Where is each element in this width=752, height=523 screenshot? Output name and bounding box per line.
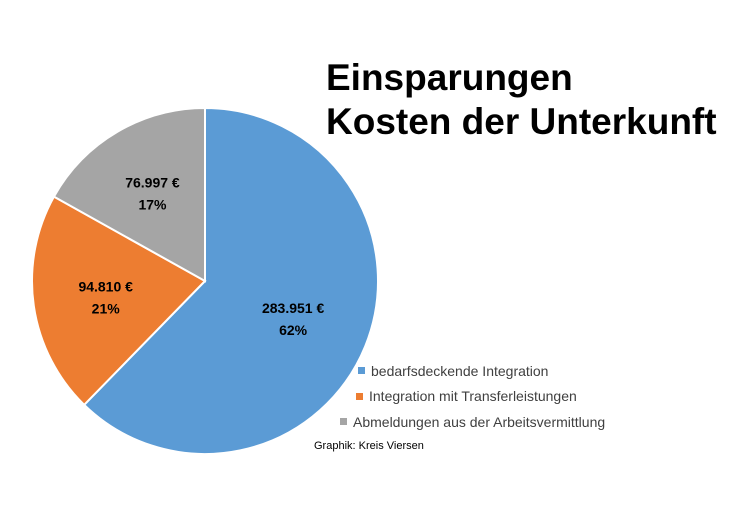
legend-item-0: bedarfsdeckende Integration <box>358 358 605 384</box>
pie-slice-1 <box>31 195 207 407</box>
chart-title: Einsparungen Kosten der Unterkunft <box>326 56 717 144</box>
pie-slice-0 <box>82 106 379 455</box>
legend-swatch-0 <box>358 367 365 375</box>
chart-title-line2: Kosten der Unterkunft <box>326 101 717 142</box>
slice-value-label-0: 283.951 € <box>262 300 324 316</box>
legend-item-2: Abmeldungen aus der Arbeitsvermittlung <box>340 409 605 435</box>
chart-title-line1: Einsparungen <box>326 57 573 98</box>
slice-percent-label-2: 17% <box>138 196 167 212</box>
legend: bedarfsdeckende Integration Integration … <box>340 358 605 435</box>
pie-labels: 283.951 € 62% 94.810 € 21% 76.997 € 17% <box>78 174 324 337</box>
legend-swatch-2 <box>340 418 347 426</box>
pie-slice-2 <box>52 106 206 283</box>
pie-slices <box>31 106 379 455</box>
legend-label-2: Abmeldungen aus der Arbeitsvermittlung <box>353 413 606 430</box>
legend-swatch-1 <box>356 392 363 400</box>
graphic-credit: Graphik: Kreis Viersen <box>314 440 424 452</box>
slice-percent-label-1: 21% <box>92 300 121 316</box>
legend-label-0: bedarfsdeckende Integration <box>371 362 549 379</box>
slice-value-label-1: 94.810 € <box>78 278 133 294</box>
slice-percent-label-0: 62% <box>279 322 308 338</box>
legend-label-1: Integration mit Transferleistungen <box>369 388 577 405</box>
slice-value-label-2: 76.997 € <box>125 174 180 190</box>
legend-item-1: Integration mit Transferleistungen <box>356 384 605 410</box>
